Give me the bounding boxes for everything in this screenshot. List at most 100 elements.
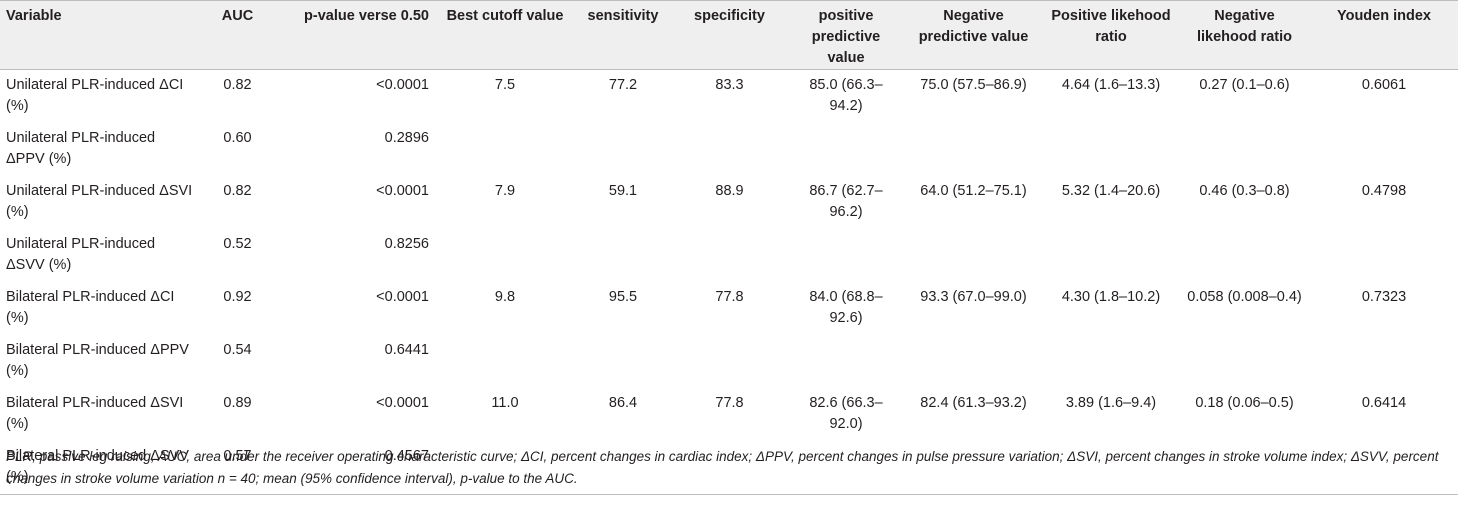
cell-youden <box>1310 123 1458 176</box>
cell-ppv: 85.0 (66.3–94.2) <box>809 77 883 114</box>
cell-auc: 0.89 <box>223 395 252 411</box>
cell-variable: Bilateral PLR-induced ΔCI (%) <box>6 289 175 326</box>
col-header-nlr: Negative likehood ratio <box>1179 0 1310 70</box>
cell-npv: 64.0 (51.2–75.1) <box>920 183 1027 199</box>
cell-plr <box>1043 335 1179 388</box>
cell-specificity: 77.8 <box>715 395 744 411</box>
table-row: Unilateral PLR-induced ΔCI (%) 0.82 <0.000… <box>0 70 1458 124</box>
cell-plr: 3.89 (1.6–9.4) <box>1065 395 1157 411</box>
results-table: Variable AUC p-value verse 0.50 Best cut… <box>0 0 1458 495</box>
cell-sensitivity: 77.2 <box>608 77 638 93</box>
cell-nlr <box>1179 441 1310 495</box>
col-header-auc: AUC <box>200 0 275 70</box>
col-header-sensitivity: sensitivity <box>575 0 671 70</box>
table-row: Unilateral PLR-induced ΔSVV (%) 0.52 0.825… <box>0 229 1458 282</box>
cell-cutoff <box>435 229 575 282</box>
cell-nlr <box>1179 123 1310 176</box>
cell-cutoff: 9.8 <box>494 289 516 305</box>
cell-specificity <box>671 229 788 282</box>
cell-specificity: 77.8 <box>715 289 744 305</box>
cell-variable: Bilateral PLR-induced ΔSVV (%) <box>0 441 200 495</box>
cell-ppv: 84.0 (68.8–92.6) <box>809 289 883 326</box>
table-row: Bilateral PLR-induced ΔPPV (%) 0.54 0.6441 <box>0 335 1458 388</box>
cell-specificity: 83.3 <box>715 77 744 93</box>
cell-sensitivity: 86.4 <box>608 395 638 411</box>
cell-plr: 5.32 (1.4–20.6) <box>1061 183 1161 199</box>
cell-plr: 4.64 (1.6–13.3) <box>1061 77 1161 93</box>
cell-p-value: <0.0001 <box>376 395 429 411</box>
table-row: Unilateral PLR-induced ΔSVI (%) 0.82 <0.00… <box>0 176 1458 229</box>
col-header-youden: Youden index <box>1310 0 1458 70</box>
cell-ppv <box>788 123 904 176</box>
cell-cutoff: 7.9 <box>494 183 516 199</box>
table-footnote: PLR, passive leg raising; AUC, area unde… <box>6 449 1439 486</box>
table-row: Bilateral PLR-induced ΔSVV (%) 0.57 0.4567 <box>0 441 1458 495</box>
cell-ppv <box>788 335 904 388</box>
col-header-cutoff: Best cutoff value <box>435 0 575 70</box>
cell-youden <box>1310 335 1458 388</box>
cell-nlr: 0.27 (0.1–0.6) <box>1199 77 1290 93</box>
cell-sensitivity: 59.1 <box>608 183 638 199</box>
cell-ppv: 86.7 (62.7–96.2) <box>809 183 883 220</box>
cell-npv <box>904 441 1043 495</box>
cell-specificity <box>671 123 788 176</box>
cell-youden <box>1310 229 1458 282</box>
cell-npv: 75.0 (57.5–86.9) <box>920 77 1027 93</box>
cell-youden: 0.6414 <box>1361 395 1407 411</box>
cell-npv <box>904 123 1043 176</box>
cell-variable: Unilateral PLR-induced ΔCI (%) <box>6 77 184 114</box>
table-row: Bilateral PLR-induced ΔCI (%) 0.92 <0.0001… <box>0 282 1458 335</box>
cell-nlr <box>1179 335 1310 388</box>
cell-p-value: 0.6441 <box>384 342 429 358</box>
cell-nlr: 0.058 (0.008–0.4) <box>1187 289 1302 305</box>
cell-npv: 82.4 (61.3–93.2) <box>920 395 1027 411</box>
cell-p-value: <0.0001 <box>376 183 429 199</box>
cell-nlr <box>1179 229 1310 282</box>
table-row: Unilateral PLR-induced ΔPPV (%) 0.60 0.289… <box>0 123 1458 176</box>
cell-sensitivity <box>575 123 671 176</box>
cell-ppv: 82.6 (66.3–92.0) <box>809 395 883 432</box>
cell-auc: 0.57 <box>200 441 275 495</box>
cell-youden: 0.6061 <box>1361 77 1407 93</box>
cell-auc: 0.60 <box>223 130 252 146</box>
cell-nlr: 0.46 (0.3–0.8) <box>1199 183 1290 199</box>
cell-variable: Bilateral PLR-induced ΔPPV (%) <box>6 342 189 379</box>
cell-variable: Unilateral PLR-induced ΔSVI (%) <box>6 183 193 220</box>
cell-p-value: 0.8256 <box>384 236 429 252</box>
cell-cutoff <box>435 335 575 388</box>
cell-ppv <box>788 441 904 495</box>
cell-nlr: 0.18 (0.06–0.5) <box>1195 395 1294 411</box>
cell-sensitivity <box>575 441 671 495</box>
cell-variable: Unilateral PLR-induced ΔPPV (%) <box>6 130 156 167</box>
cell-youden: 0.7323 <box>1361 289 1407 305</box>
cell-plr <box>1043 229 1179 282</box>
col-header-ppv: positive predictive value <box>788 0 904 70</box>
cell-youden <box>1310 441 1458 495</box>
cell-npv <box>904 335 1043 388</box>
cell-plr <box>1043 123 1179 176</box>
cell-sensitivity <box>575 229 671 282</box>
table-body: Unilateral PLR-induced ΔCI (%) 0.82 <0.000… <box>0 70 1458 495</box>
cell-cutoff: 11.0 <box>491 395 519 411</box>
cell-auc: 0.52 <box>223 236 252 252</box>
cell-youden: 0.4798 <box>1361 183 1407 199</box>
cell-p-value: 0.4567 <box>275 441 435 495</box>
col-header-npv: Negative predictive value <box>904 0 1043 70</box>
cell-sensitivity: 95.5 <box>608 289 638 305</box>
cell-cutoff: 7.5 <box>494 77 516 93</box>
cell-ppv <box>788 229 904 282</box>
cell-sensitivity <box>575 335 671 388</box>
cell-auc: 0.54 <box>223 342 252 358</box>
table-row: Bilateral PLR-induced ΔSVI (%) 0.89 <0.000… <box>0 388 1458 441</box>
header-row: Variable AUC p-value verse 0.50 Best cut… <box>0 0 1458 70</box>
cell-specificity <box>671 335 788 388</box>
cell-plr: 4.30 (1.8–10.2) <box>1061 289 1161 305</box>
cell-specificity: 88.9 <box>715 183 744 199</box>
cell-variable: Bilateral PLR-induced ΔSVI (%) <box>6 395 184 432</box>
cell-plr <box>1043 441 1179 495</box>
cell-npv: 93.3 (67.0–99.0) <box>920 289 1027 305</box>
cell-npv <box>904 229 1043 282</box>
cell-p-value: <0.0001 <box>376 289 429 305</box>
cell-auc: 0.82 <box>223 183 252 199</box>
cell-specificity <box>671 441 788 495</box>
